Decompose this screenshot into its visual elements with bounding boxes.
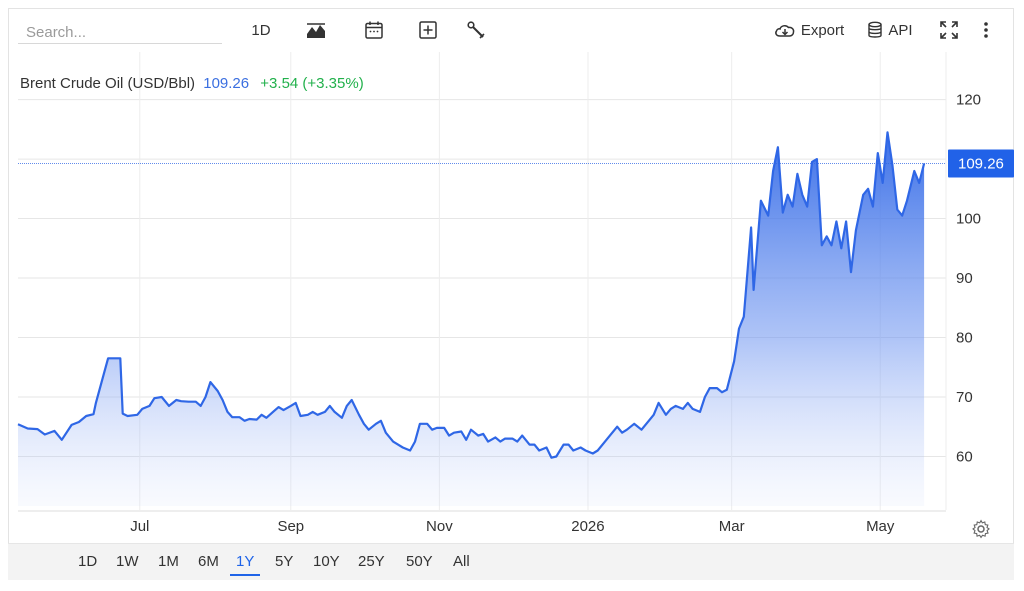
range-option-1y[interactable]: 1Y <box>230 552 261 576</box>
current-price: 109.26 <box>203 75 249 92</box>
range-option-5y[interactable]: 5Y <box>275 553 294 570</box>
interval-button[interactable]: 1D <box>248 18 274 42</box>
more-options-button[interactable] <box>976 18 996 42</box>
api-label: API <box>888 21 913 39</box>
compare-button[interactable] <box>416 18 440 42</box>
x-tick-label: Mar <box>719 518 745 535</box>
calendar-icon <box>365 21 383 39</box>
y-axis: 60 70 80 90 100 120 <box>945 52 981 510</box>
price-change: +3.54 (+3.35%) <box>260 75 363 92</box>
range-option-all[interactable]: All <box>453 553 470 570</box>
toolbar: 1D E <box>8 8 1014 52</box>
y-tick-label: 60 <box>956 448 973 465</box>
api-button[interactable]: API <box>864 18 916 42</box>
y-tick-label: 70 <box>956 389 973 406</box>
more-vertical-icon <box>984 22 988 38</box>
range-option-50y[interactable]: 50Y <box>406 553 433 570</box>
range-selector: 1D 1W 1M 6M 1Y 5Y 10Y 25Y 50Y All <box>8 543 1014 580</box>
mountain-chart-icon <box>307 23 325 38</box>
export-label: Export <box>800 21 845 39</box>
range-option-6m[interactable]: 6M <box>198 553 219 570</box>
cloud-download-icon <box>774 24 795 37</box>
x-tick-label: Jul <box>130 518 149 535</box>
x-axis: Jul Sep Nov 2026 Mar May <box>18 510 946 535</box>
x-tick-label: Nov <box>426 518 453 535</box>
interval-label: 1D <box>251 21 271 39</box>
expand-icon <box>940 21 958 39</box>
range-option-1w[interactable]: 1W <box>116 553 139 570</box>
date-range-button[interactable] <box>362 18 386 42</box>
plus-box-icon <box>419 21 437 39</box>
settings-tools-button[interactable] <box>464 18 488 42</box>
last-price-badge-label: 109.26 <box>958 155 1004 172</box>
y-tick-label: 80 <box>956 330 973 347</box>
price-chart[interactable]: 60 70 80 90 100 120 Jul Sep Nov 2026 Mar May 109.2… <box>0 0 1024 543</box>
y-tick-label: 100 <box>956 211 981 228</box>
price-area <box>18 132 925 507</box>
database-icon <box>868 21 883 38</box>
last-price-badge-bg <box>948 149 1014 178</box>
price-line <box>17 131 926 459</box>
x-tick-label: May <box>866 518 895 535</box>
y-tick-label: 90 <box>956 270 973 287</box>
x-tick-label: Sep <box>277 518 304 535</box>
range-option-25y[interactable]: 25Y <box>358 553 385 570</box>
range-option-10y[interactable]: 10Y <box>313 553 340 570</box>
x-tick-label: 2026 <box>571 518 604 535</box>
y-tick-label: 120 <box>956 92 981 109</box>
range-option-1m[interactable]: 1M <box>158 553 179 570</box>
search-input[interactable] <box>18 22 222 44</box>
last-price-badge: 109.26 <box>948 149 1014 178</box>
range-option-1d[interactable]: 1D <box>78 553 98 570</box>
wrench-icon <box>467 21 485 39</box>
fullscreen-button[interactable] <box>937 18 961 42</box>
chart-legend: Brent Crude Oil (USD/Bbl) 109.26 +3.54 (… <box>20 75 364 92</box>
chart-type-button[interactable] <box>304 18 328 42</box>
chart-settings-icon[interactable] <box>971 519 991 539</box>
chart-title: Brent Crude Oil (USD/Bbl) <box>20 75 195 92</box>
export-button[interactable]: Export <box>770 18 848 42</box>
